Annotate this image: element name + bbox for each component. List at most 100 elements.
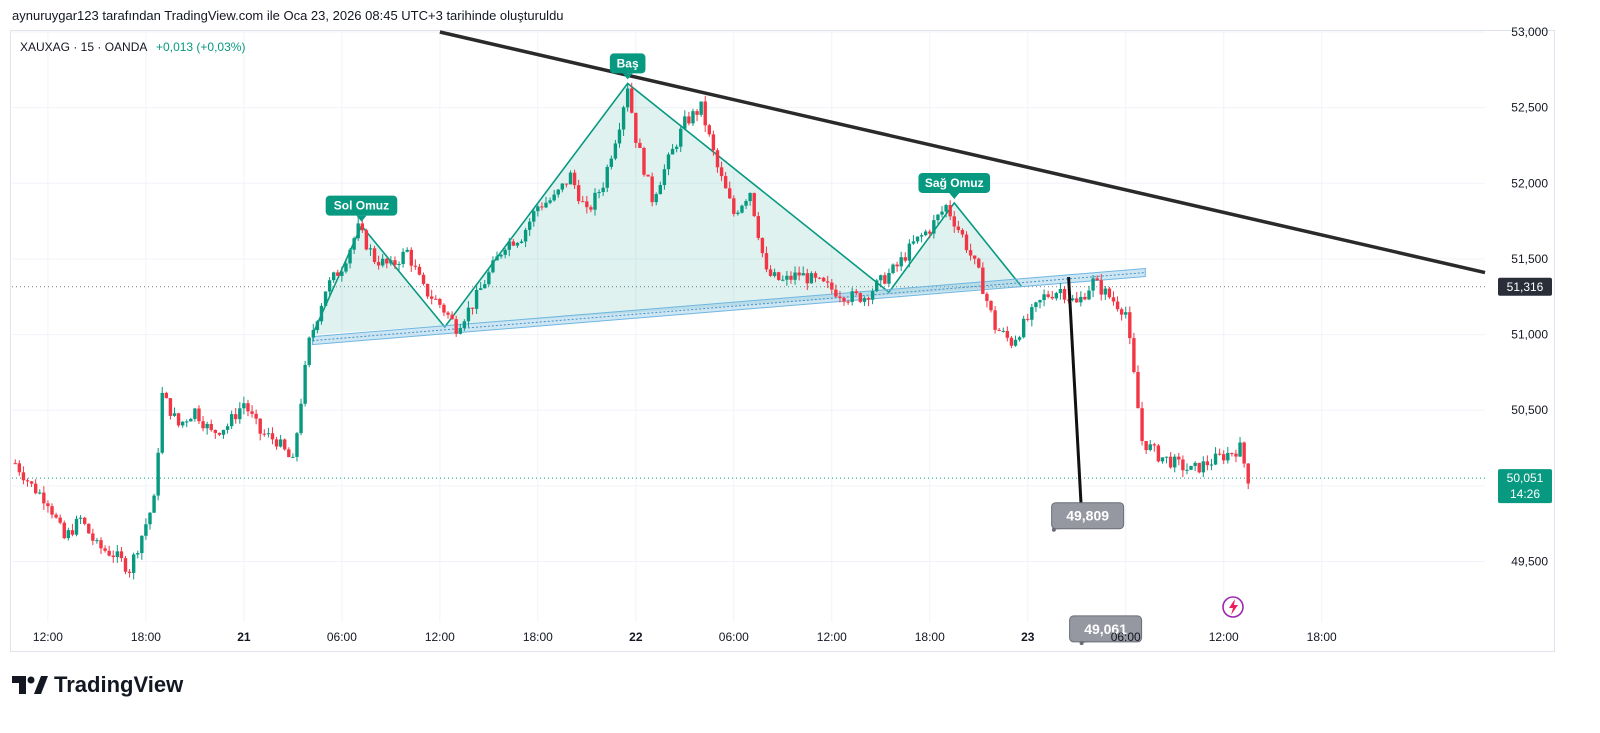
candle-body [160, 392, 164, 453]
candle-body [274, 439, 279, 447]
candle-body [266, 433, 271, 435]
candle-body [99, 540, 103, 549]
y-tick-label: 52,000 [1511, 176, 1548, 190]
candle-body [209, 423, 213, 430]
candle-body [789, 275, 793, 280]
candle-body [932, 220, 936, 234]
candle-body [466, 307, 471, 322]
candle-body [17, 463, 22, 473]
candle-body [821, 277, 826, 282]
price-axis: 53,000 52,500 52,000 51,500 51,000 50,500 50,0… [1498, 25, 1552, 568]
candle-body [380, 258, 385, 266]
candle-body [883, 275, 887, 284]
candle-body [405, 249, 409, 252]
pattern-fill [312, 83, 1022, 335]
neckline-center [312, 272, 1146, 342]
candle-body [1001, 330, 1005, 332]
candle-body [793, 272, 797, 280]
candle-body [376, 261, 381, 266]
candle-body [1099, 280, 1103, 295]
candle-body [1103, 288, 1108, 295]
y-tick-label: 49,500 [1511, 554, 1548, 568]
candle-body [981, 267, 985, 294]
price-tag-countdown: 14:26 [1510, 487, 1540, 501]
candle-body [70, 530, 75, 535]
candle-body [205, 423, 209, 429]
candle-body [895, 264, 899, 267]
x-tick-label: 18:00 [131, 630, 161, 644]
candle-body [777, 272, 781, 280]
price-callout: 49,809 [1051, 502, 1125, 532]
candle-body [630, 88, 634, 113]
candle-body [46, 503, 50, 507]
y-tick-label: 51,000 [1511, 328, 1548, 342]
candle-body [1119, 309, 1124, 315]
candle-body [964, 234, 969, 251]
price-callout: 49,061 [1069, 615, 1143, 646]
candle-body [78, 517, 83, 519]
candle-body [993, 310, 997, 330]
candle-body [131, 554, 136, 573]
x-tick-label: 06:00 [719, 630, 749, 644]
pattern-label: Baş [609, 53, 646, 80]
candle-body [605, 166, 609, 188]
candle-body [172, 413, 177, 416]
candle-body [654, 194, 658, 203]
candle-body [38, 492, 42, 494]
candle-body [164, 392, 169, 399]
candle-body [1111, 297, 1116, 302]
tradingview-logo[interactable]: TradingView [12, 672, 183, 698]
candle-body [715, 150, 720, 168]
candle-body [866, 298, 871, 300]
candle-body [91, 533, 95, 541]
candle-body [687, 116, 691, 124]
candle-body [826, 281, 830, 283]
candle-body [956, 226, 961, 230]
candle-body [842, 297, 846, 302]
candle-body [315, 321, 320, 331]
candle-body [115, 551, 120, 558]
candle-body [989, 300, 993, 311]
candle-body [536, 206, 540, 212]
candle-body [830, 282, 834, 290]
candle-body [960, 229, 965, 235]
candle-body [511, 241, 516, 246]
y-tick-label: 53,000 [1511, 25, 1548, 39]
candle-body [597, 192, 601, 194]
chart-frame[interactable] [10, 30, 1555, 652]
callout-box [1069, 615, 1143, 643]
candle-body [691, 111, 695, 124]
candle-body [625, 88, 630, 108]
candle-body [1026, 318, 1030, 320]
candle-body [891, 264, 895, 273]
candle-body [1095, 278, 1099, 281]
candle-body [552, 194, 556, 201]
candle-body [295, 433, 299, 457]
candle-body [854, 291, 858, 294]
callout-text: 49,061 [1084, 621, 1127, 637]
candle-body [1173, 456, 1177, 468]
candle-body [234, 414, 238, 420]
candle-body [242, 403, 246, 409]
candle-body [1083, 296, 1087, 300]
callout-anchor [1079, 641, 1084, 646]
candle-body [246, 403, 250, 412]
candle-body [1079, 296, 1083, 303]
pattern-label-text: Baş [617, 56, 639, 70]
candle-body [1042, 294, 1046, 301]
candle-body [148, 512, 152, 525]
candle-body [703, 101, 707, 126]
x-tick-label: 23 [1021, 630, 1035, 644]
candle-body [1160, 457, 1165, 462]
y-tick-label: 52,500 [1511, 101, 1548, 115]
price-tag: 51,316 [1498, 277, 1552, 296]
candle-body [862, 298, 867, 302]
candle-body [1144, 441, 1148, 451]
candle-body [972, 255, 977, 259]
candle-body [491, 260, 495, 273]
candle-body [311, 330, 315, 338]
candle-body [589, 207, 593, 210]
pattern-label-box [918, 172, 991, 193]
candle-body [638, 142, 642, 149]
